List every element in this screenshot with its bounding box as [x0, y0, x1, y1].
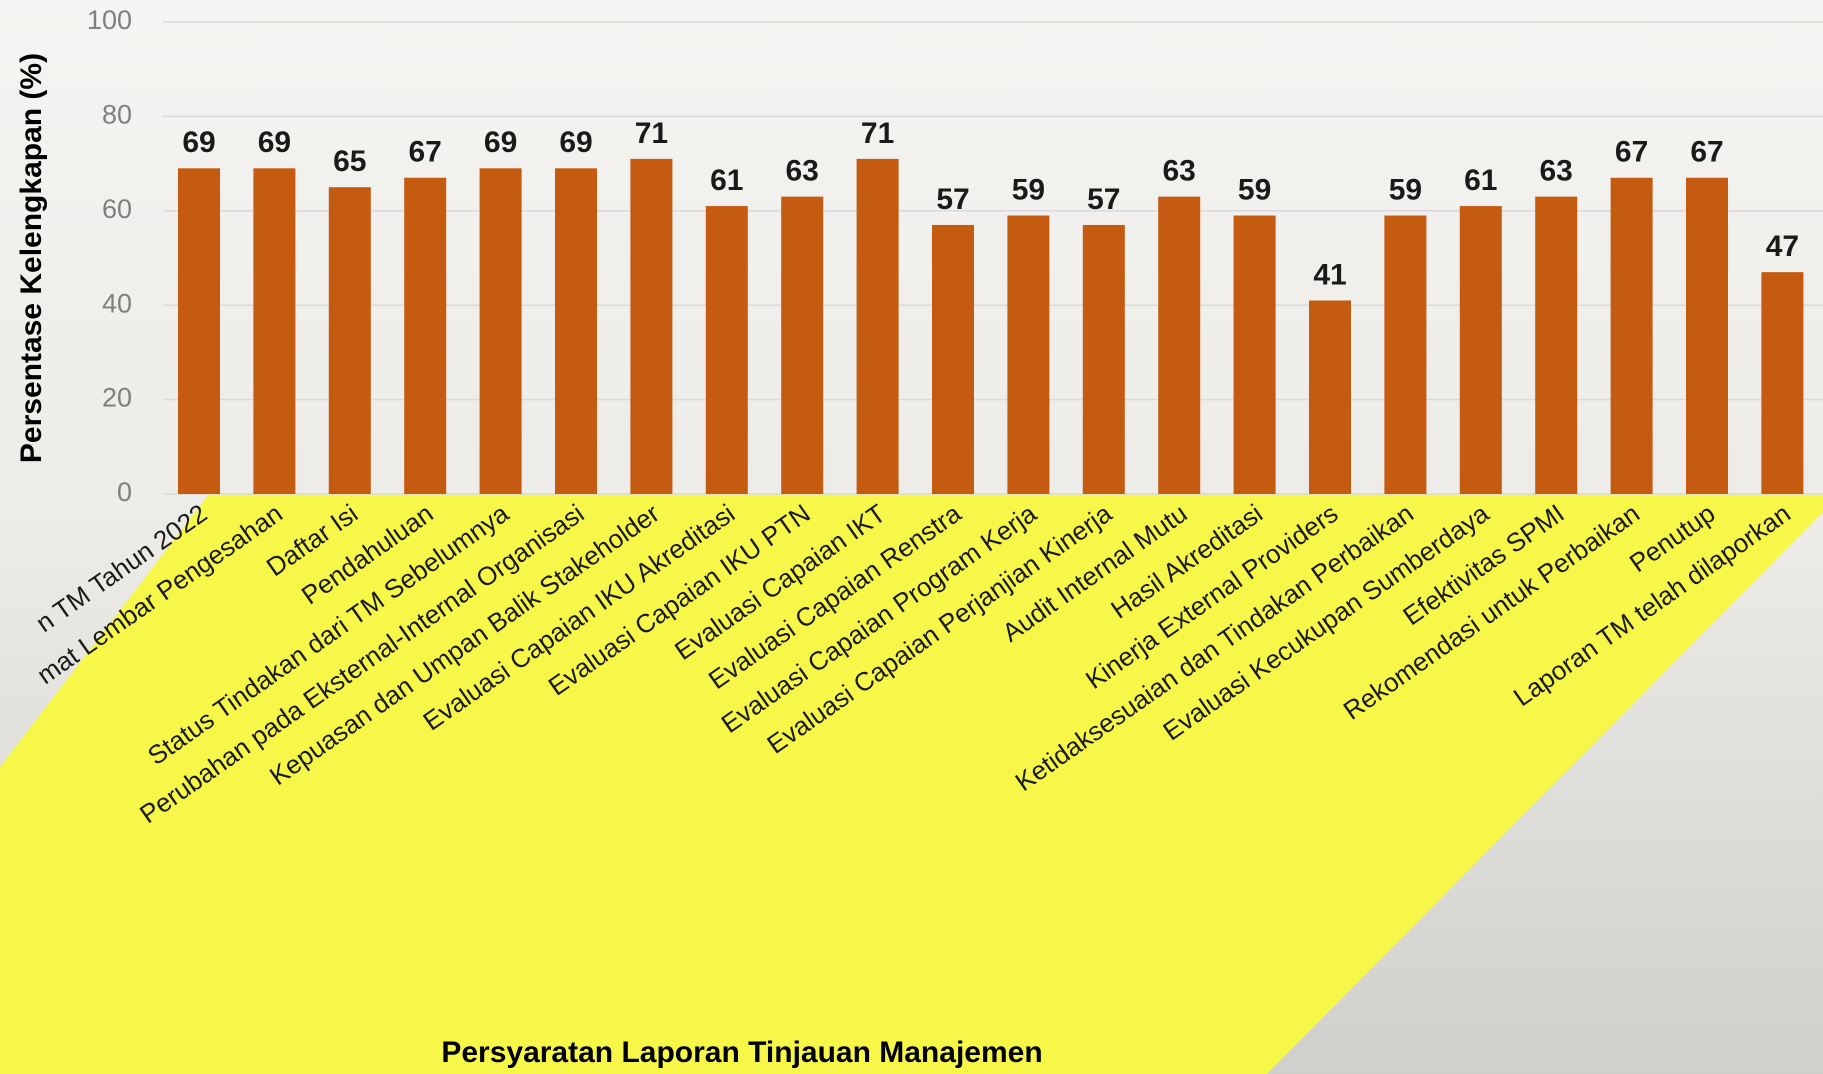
x-axis-title: Persyaratan Laporan Tinjauan Manajemen	[441, 1036, 1042, 1069]
bar	[1234, 216, 1276, 494]
bar	[404, 178, 446, 494]
bar	[932, 225, 974, 494]
value-label: 59	[1389, 173, 1422, 206]
value-label: 67	[409, 136, 442, 169]
value-label: 69	[484, 126, 517, 159]
value-label: 61	[710, 164, 743, 197]
bar	[253, 168, 295, 494]
value-label: 59	[1238, 173, 1271, 206]
value-label: 63	[786, 155, 819, 188]
value-label: 69	[182, 126, 215, 159]
value-label: 41	[1313, 258, 1346, 291]
bar	[630, 159, 672, 494]
value-label: 57	[1087, 183, 1120, 216]
value-label: 65	[333, 145, 366, 178]
value-label: 57	[936, 183, 969, 216]
chart: Persyaratan Laporan Tinjauan Manajemen P…	[0, 0, 1823, 1074]
y-tick-label: 60	[102, 194, 132, 224]
value-label: 71	[635, 117, 668, 150]
bar	[1083, 225, 1125, 494]
value-label: 67	[1690, 136, 1723, 169]
value-label: 63	[1163, 155, 1196, 188]
y-axis-title: Persentase Kelengkapan (%)	[15, 53, 48, 463]
bar	[857, 159, 899, 494]
y-tick-label: 20	[102, 383, 132, 413]
bar	[480, 168, 522, 494]
bar	[1158, 197, 1200, 494]
value-label: 69	[559, 126, 592, 159]
y-tick-label: 80	[102, 100, 132, 130]
bar	[178, 168, 220, 494]
bar	[329, 187, 371, 494]
bar	[1007, 216, 1049, 494]
value-label: 63	[1540, 155, 1573, 188]
bar	[781, 197, 823, 494]
bar	[1686, 178, 1728, 494]
value-label: 67	[1615, 136, 1648, 169]
y-tick-label: 40	[102, 288, 132, 318]
bar	[1460, 206, 1502, 494]
bar	[1761, 272, 1803, 494]
bar	[1611, 178, 1653, 494]
value-label: 61	[1464, 164, 1497, 197]
y-tick-label: 0	[117, 477, 132, 507]
value-label: 47	[1766, 230, 1799, 263]
bar	[1384, 216, 1426, 494]
bar	[1535, 197, 1577, 494]
value-label: 71	[861, 117, 894, 150]
y-tick-label: 100	[87, 5, 132, 35]
bar	[555, 168, 597, 494]
value-label: 69	[258, 126, 291, 159]
value-label: 59	[1012, 173, 1045, 206]
bar	[706, 206, 748, 494]
bar	[1309, 300, 1351, 494]
